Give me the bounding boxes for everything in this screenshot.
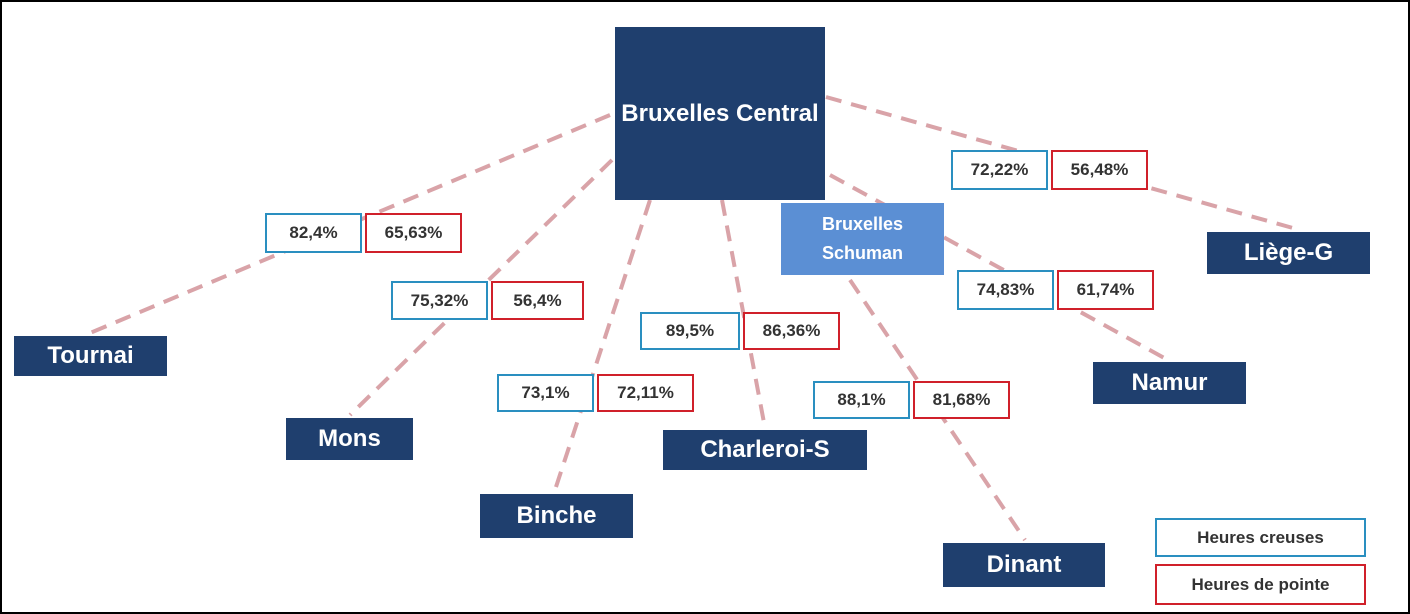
peak-label: 72,11% [597,374,694,412]
node: Liège-G [1207,232,1370,274]
off-peak-label: 73,1% [497,374,594,412]
edge [89,113,611,335]
off-peak-label: 72,22% [951,150,1048,190]
node: Namur [1093,362,1246,404]
off-peak-label: 82,4% [265,213,362,253]
legend-peak: Heures de pointe [1155,564,1366,605]
node: Binche [480,494,633,538]
off-peak-label: 74,83% [957,270,1054,310]
node: Dinant [943,543,1105,587]
peak-label: 81,68% [913,381,1010,419]
node: Charleroi-S [663,430,867,470]
node: Mons [286,418,413,460]
peak-label: 65,63% [365,213,462,253]
peak-label: 56,4% [491,281,584,320]
node: Bruxelles Central [615,27,825,200]
edge [553,199,652,491]
legend-off-peak: Heures creuses [1155,518,1366,557]
off-peak-label: 88,1% [813,381,910,419]
peak-label: 61,74% [1057,270,1154,310]
off-peak-label: 89,5% [640,312,740,350]
node: Bruxelles Schuman [781,203,944,275]
node: Tournai [14,336,167,376]
peak-label: 56,48% [1051,150,1148,190]
off-peak-label: 75,32% [391,281,488,320]
peak-label: 86,36% [743,312,840,350]
